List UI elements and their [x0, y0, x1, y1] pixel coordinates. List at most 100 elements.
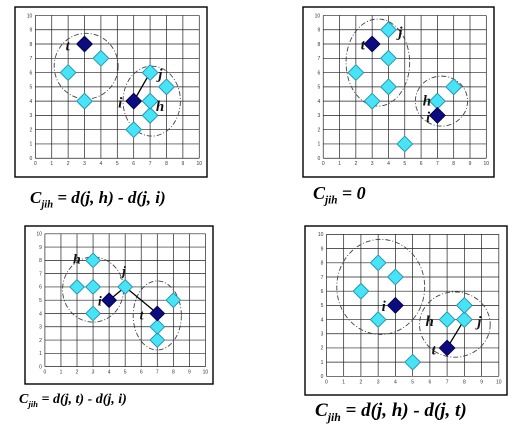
- medoid-point: [438, 339, 456, 357]
- data-point: [396, 135, 414, 153]
- y-tick-label: 9: [317, 28, 320, 34]
- y-tick-label: 1: [317, 142, 320, 148]
- x-tick-label: 0: [325, 379, 328, 385]
- point-label-h: h: [426, 314, 434, 330]
- medoid-point: [428, 106, 446, 124]
- y-tick-label: 8: [317, 42, 320, 48]
- medoid-point: [149, 305, 166, 322]
- point-label-h: h: [423, 93, 431, 109]
- x-tick-label: 7: [436, 161, 439, 167]
- y-tick-label: 3: [30, 113, 33, 119]
- x-tick-label: 0: [34, 161, 37, 167]
- x-tick-label: 7: [156, 370, 159, 376]
- y-tick-label: 3: [39, 325, 42, 331]
- cluster-outline: [336, 238, 426, 335]
- x-tick-label: 7: [446, 379, 449, 385]
- formula-expression: = d(j, t) - d(j, i): [38, 392, 127, 407]
- point-label-i: i: [98, 295, 102, 310]
- y-tick-label: 2: [30, 127, 33, 133]
- y-tick-label: 7: [30, 56, 33, 62]
- x-tick-label: 1: [342, 379, 345, 385]
- y-tick-label: 10: [27, 13, 33, 19]
- data-point: [438, 311, 456, 329]
- x-tick-label: 9: [480, 379, 483, 385]
- x-tick-label: 5: [116, 161, 119, 167]
- point-label-j: j: [156, 67, 163, 83]
- medoid-point: [76, 35, 94, 53]
- medoid-point: [386, 296, 404, 314]
- x-tick-label: 4: [100, 161, 103, 167]
- x-tick-label: 0: [44, 370, 47, 376]
- x-tick-label: 2: [354, 161, 357, 167]
- x-tick-label: 6: [140, 370, 143, 376]
- formula-symbol: C: [30, 188, 42, 207]
- point-label-j: j: [475, 315, 482, 331]
- x-tick-label: 8: [463, 379, 466, 385]
- x-tick-label: 8: [172, 370, 175, 376]
- formula-subscript: jih: [28, 398, 38, 409]
- y-tick-label: 2: [321, 346, 324, 352]
- data-point: [157, 78, 175, 96]
- x-tick-label: 4: [387, 161, 390, 167]
- medoid-point: [101, 292, 118, 309]
- formula-expression: = d(j, h) - d(j, i): [53, 188, 166, 207]
- cluster-outline: [132, 280, 182, 351]
- data-point: [379, 21, 397, 39]
- point-label-j: j: [396, 25, 403, 41]
- y-tick-label: 8: [30, 42, 33, 48]
- data-point: [445, 78, 463, 96]
- formula-top-right: Cjih = 0: [313, 183, 366, 207]
- cluster-outline: [414, 75, 469, 127]
- y-tick-label: 4: [317, 99, 320, 105]
- grid: [34, 15, 200, 159]
- data-point: [386, 268, 404, 286]
- data-point: [379, 49, 397, 67]
- formula-bottom-left: Cjih = d(j, t) - d(j, i): [19, 392, 127, 409]
- y-tick-label: 7: [317, 56, 320, 62]
- panel-frame: [24, 225, 214, 385]
- data-point: [117, 278, 134, 295]
- panel-frame: [304, 225, 508, 396]
- y-tick-label: 0: [321, 374, 324, 380]
- data-point: [92, 49, 110, 67]
- data-point: [125, 121, 143, 139]
- y-tick-label: 0: [39, 364, 42, 370]
- y-tick-label: 7: [321, 275, 324, 281]
- x-tick-label: 5: [124, 370, 127, 376]
- data-point: [141, 64, 159, 82]
- x-tick-label: 3: [377, 379, 380, 385]
- point-label-h: h: [73, 253, 81, 268]
- point-label-i: i: [118, 96, 123, 112]
- data-point: [379, 78, 397, 96]
- grid: [44, 233, 206, 367]
- data-point: [455, 311, 473, 329]
- point-label-t: t: [140, 308, 145, 323]
- x-tick-label: 10: [196, 161, 202, 167]
- data-point: [85, 305, 102, 322]
- formula-symbol: C: [19, 392, 29, 407]
- distance-segment: [124, 286, 158, 314]
- point-label-h: h: [156, 99, 164, 115]
- y-tick-label: 5: [317, 85, 320, 91]
- x-tick-label: 8: [165, 161, 168, 167]
- data-point: [76, 92, 94, 110]
- x-tick-label: 1: [50, 161, 53, 167]
- x-tick-label: 3: [371, 161, 374, 167]
- x-tick-label: 10: [484, 161, 490, 167]
- x-tick-label: 4: [394, 379, 397, 385]
- y-tick-label: 9: [39, 245, 42, 251]
- x-tick-label: 5: [411, 379, 414, 385]
- y-tick-label: 5: [30, 85, 33, 91]
- data-point: [59, 64, 77, 82]
- y-tick-label: 9: [30, 28, 33, 34]
- point-label-t: t: [432, 342, 437, 358]
- point-label-t: t: [361, 38, 366, 54]
- y-tick-label: 2: [39, 338, 42, 344]
- medoid-point: [125, 92, 143, 110]
- data-point: [363, 92, 381, 110]
- y-tick-label: 10: [315, 13, 321, 19]
- y-tick-label: 6: [30, 70, 33, 76]
- x-tick-label: 10: [496, 379, 502, 385]
- y-tick-label: 6: [321, 289, 324, 295]
- x-tick-label: 0: [322, 161, 325, 167]
